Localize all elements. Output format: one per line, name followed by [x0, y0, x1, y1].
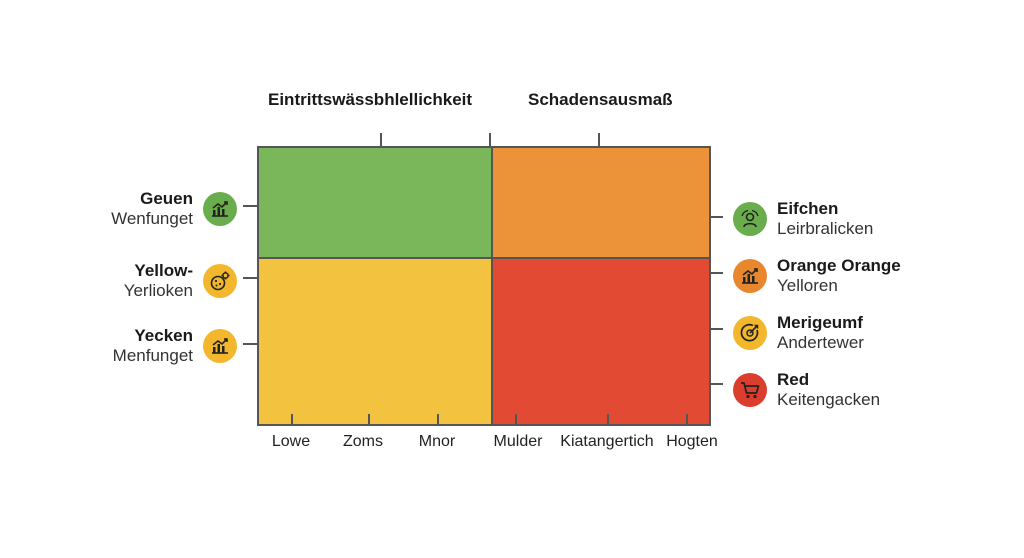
right-connector	[711, 383, 723, 385]
cookie-gear-icon	[203, 264, 237, 298]
matrix-cell-top-left	[259, 148, 491, 257]
legend-subtitle: Yerlioken	[123, 281, 193, 300]
legend-text: Orange Orange Yelloren	[777, 256, 901, 296]
legend-title: Eifchen	[777, 199, 839, 218]
legend-title: Yellow-	[134, 261, 193, 280]
legend-item-right: Orange Orange Yelloren	[733, 256, 901, 296]
legend-subtitle: Andertewer	[777, 333, 864, 352]
bottom-tick	[291, 414, 293, 426]
legend-title: Geuen	[140, 189, 193, 208]
header-left: Eintrittswässbhlellichkeit	[268, 90, 473, 109]
legend-subtitle: Leirbralicken	[777, 219, 874, 238]
x-axis-label: Zoms	[343, 433, 383, 450]
x-axis-label: Mulder	[493, 433, 543, 450]
legend-item-right: Eifchen Leirbralicken	[733, 199, 873, 239]
cart-icon	[733, 373, 767, 407]
legend-subtitle: Menfunget	[112, 346, 193, 365]
risk-matrix	[257, 146, 711, 426]
x-axis-label: Kiatangertich	[560, 433, 654, 450]
right-connector	[711, 328, 723, 330]
target-icon	[733, 316, 767, 350]
legend-text: Red Keitengacken	[777, 370, 880, 410]
chart-up-icon	[203, 192, 237, 226]
matrix-cell-top-right	[493, 148, 709, 257]
chart-up-icon	[733, 259, 767, 293]
legend-title: Merigeumf	[777, 313, 863, 332]
legend-title: Red	[777, 370, 810, 389]
matrix-divider-vertical	[491, 148, 493, 424]
left-connector	[243, 205, 257, 207]
right-connector	[711, 216, 723, 218]
bottom-tick	[607, 414, 609, 426]
bottom-tick	[437, 414, 439, 426]
x-axis-label: Mnor	[418, 433, 456, 450]
matrix-divider-horizontal	[259, 257, 709, 259]
matrix-cell-bottom-left	[259, 259, 491, 424]
chart-up-icon	[203, 329, 237, 363]
legend-text: Yecken Menfunget	[113, 326, 193, 366]
legend-text: Merigeumf Andertewer	[777, 313, 864, 353]
left-connector	[243, 277, 257, 279]
legend-subtitle: Keitengacken	[777, 390, 881, 409]
x-axis-label: Lowe	[271, 433, 311, 450]
header-right: Schadensausmaß	[528, 90, 673, 109]
legend-title: Orange Orange	[777, 256, 901, 275]
left-connector	[243, 343, 257, 345]
bottom-tick	[515, 414, 517, 426]
bottom-tick	[368, 414, 370, 426]
top-tick	[489, 133, 491, 146]
bottom-tick	[686, 414, 688, 426]
legend-subtitle: Wenfunget	[111, 209, 193, 228]
person-refresh-icon	[733, 202, 767, 236]
top-tick	[598, 133, 600, 146]
legend-item-right: Red Keitengacken	[733, 370, 880, 410]
legend-text: Geuen Wenfunget	[111, 189, 193, 229]
right-connector	[711, 272, 723, 274]
legend-item-left: Yecken Menfunget	[113, 326, 237, 366]
x-axis-label: Hogten	[666, 433, 718, 450]
legend-text: Yellow- Yerlioken	[124, 261, 193, 301]
legend-text: Eifchen Leirbralicken	[777, 199, 873, 239]
legend-item-right: Merigeumf Andertewer	[733, 313, 864, 353]
legend-item-left: Yellow- Yerlioken	[124, 261, 237, 301]
legend-item-left: Geuen Wenfunget	[111, 189, 237, 229]
matrix-cell-bottom-right	[493, 259, 709, 424]
top-tick	[380, 133, 382, 146]
legend-title: Yecken	[134, 326, 193, 345]
legend-subtitle: Yelloren	[777, 276, 838, 295]
